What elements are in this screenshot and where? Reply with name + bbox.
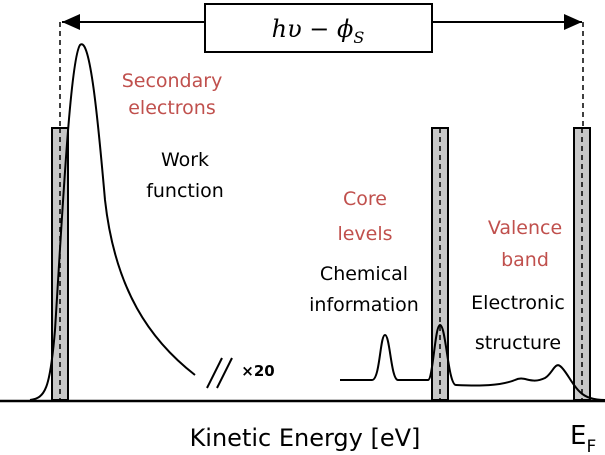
label: structure: [475, 332, 561, 354]
label: band: [501, 249, 549, 271]
label: Core: [343, 188, 387, 210]
fermi-main: E: [570, 421, 586, 451]
secondary-peak: [29, 43, 196, 401]
label: electrons: [128, 97, 216, 119]
formula: hυ − ϕS: [272, 15, 365, 47]
fermi-sub: F: [586, 437, 596, 455]
formula-box: [204, 3, 433, 53]
label: Chemical: [320, 263, 408, 285]
scale-factor: ×20: [241, 362, 274, 380]
spectrum: [340, 323, 605, 401]
formula-main: hυ − ϕ: [272, 15, 354, 43]
axis-break: [206, 357, 223, 389]
label: function: [146, 180, 224, 202]
formula-sub: S: [353, 28, 364, 47]
label: Valence: [488, 217, 562, 239]
x-axis-label: Kinetic Energy [eV]: [190, 424, 421, 452]
label: Work: [161, 149, 209, 171]
label: Electronic: [471, 292, 565, 314]
label: information: [309, 294, 419, 316]
axis-break: [216, 357, 233, 389]
label: levels: [337, 223, 392, 245]
fermi-level: EF: [570, 421, 596, 455]
label: Secondary: [122, 70, 223, 92]
